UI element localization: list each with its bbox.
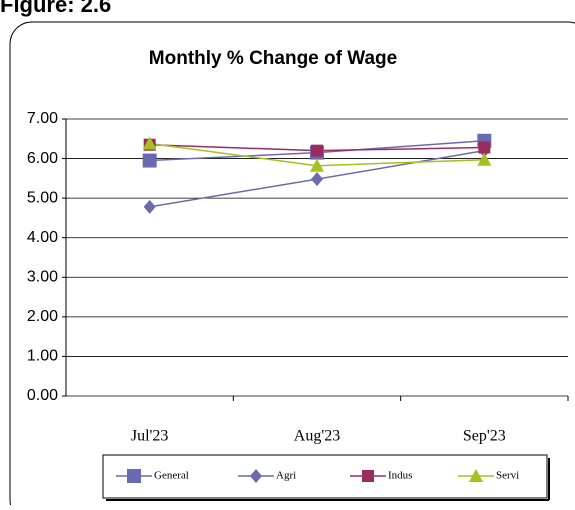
legend-label: General: [154, 470, 189, 482]
data-point: [142, 153, 157, 168]
y-tick-label: 5.00: [27, 189, 58, 206]
legend-marker: [362, 470, 374, 482]
legend-marker: [250, 469, 262, 483]
legend-marker: [127, 469, 141, 483]
legend-label: Servi: [496, 470, 519, 482]
data-point: [311, 172, 323, 187]
data-point: [311, 144, 323, 157]
figure-label: Figure: 2.6: [0, 0, 111, 17]
y-tick-label: 7.00: [27, 110, 58, 127]
data-point: [143, 199, 156, 214]
y-tick-label: 6.00: [27, 150, 58, 167]
y-tick-label: 2.00: [27, 308, 58, 325]
data-point: [478, 141, 491, 154]
legend-marker: [469, 469, 483, 482]
y-tick-label: 0.00: [27, 387, 58, 404]
data-point: [142, 136, 157, 150]
y-tick-label: 3.00: [27, 269, 58, 286]
y-tick-label: 4.00: [27, 229, 58, 246]
legend-label: Agri: [276, 470, 296, 482]
chart-frame: [9, 21, 575, 510]
x-tick-label: Jul'23: [131, 428, 169, 445]
data-point: [477, 152, 492, 166]
chart-title: Monthly % Change of Wage: [149, 48, 397, 69]
y-tick-label: 1.00: [27, 348, 58, 365]
x-tick-label: Aug'23: [294, 428, 340, 445]
x-tick-label: Sep'23: [463, 428, 506, 445]
legend-label: Indus: [388, 470, 412, 482]
data-point: [310, 158, 324, 172]
